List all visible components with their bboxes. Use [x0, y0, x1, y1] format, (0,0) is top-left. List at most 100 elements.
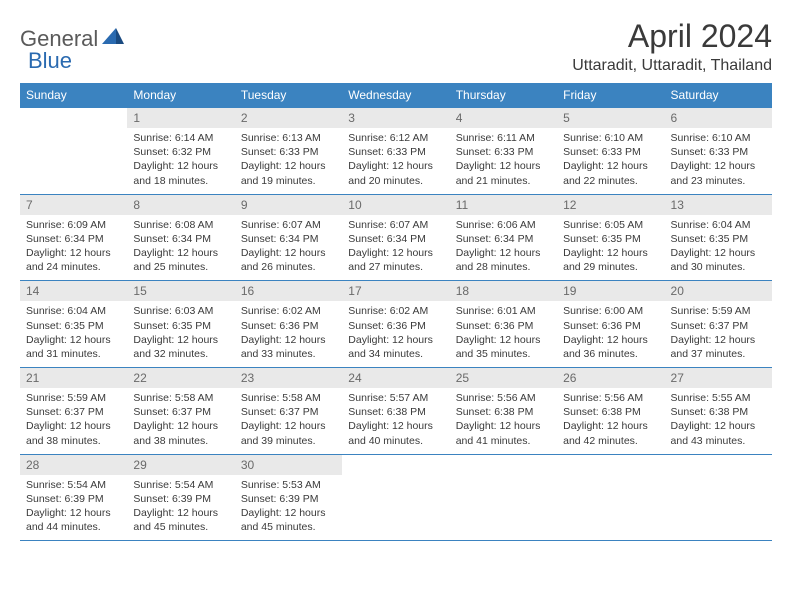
calendar-week-row: 21Sunrise: 5:59 AMSunset: 6:37 PMDayligh…: [20, 368, 772, 455]
calendar-cell: 25Sunrise: 5:56 AMSunset: 6:38 PMDayligh…: [450, 368, 557, 455]
day-number: 13: [665, 195, 772, 215]
calendar-cell: 3Sunrise: 6:12 AMSunset: 6:33 PMDaylight…: [342, 108, 449, 195]
weekday-header: Sunday: [20, 83, 127, 108]
day-details: Sunrise: 6:08 AMSunset: 6:34 PMDaylight:…: [127, 215, 234, 281]
day-details: Sunrise: 6:07 AMSunset: 6:34 PMDaylight:…: [342, 215, 449, 281]
day-number: [342, 455, 449, 461]
day-details: Sunrise: 6:04 AMSunset: 6:35 PMDaylight:…: [665, 215, 772, 281]
calendar-cell: 5Sunrise: 6:10 AMSunset: 6:33 PMDaylight…: [557, 108, 664, 195]
day-number: 11: [450, 195, 557, 215]
day-number: 25: [450, 368, 557, 388]
calendar-cell: 17Sunrise: 6:02 AMSunset: 6:36 PMDayligh…: [342, 281, 449, 368]
day-details: Sunrise: 6:00 AMSunset: 6:36 PMDaylight:…: [557, 301, 664, 367]
weekday-header: Monday: [127, 83, 234, 108]
day-details: Sunrise: 5:53 AMSunset: 6:39 PMDaylight:…: [235, 475, 342, 541]
day-details: Sunrise: 6:13 AMSunset: 6:33 PMDaylight:…: [235, 128, 342, 194]
day-number: 29: [127, 455, 234, 475]
calendar-cell: 7Sunrise: 6:09 AMSunset: 6:34 PMDaylight…: [20, 194, 127, 281]
calendar-cell: 10Sunrise: 6:07 AMSunset: 6:34 PMDayligh…: [342, 194, 449, 281]
day-details: Sunrise: 6:12 AMSunset: 6:33 PMDaylight:…: [342, 128, 449, 194]
day-details: Sunrise: 5:54 AMSunset: 6:39 PMDaylight:…: [20, 475, 127, 541]
calendar-cell: 18Sunrise: 6:01 AMSunset: 6:36 PMDayligh…: [450, 281, 557, 368]
calendar-cell: 23Sunrise: 5:58 AMSunset: 6:37 PMDayligh…: [235, 368, 342, 455]
calendar-cell: 22Sunrise: 5:58 AMSunset: 6:37 PMDayligh…: [127, 368, 234, 455]
day-details: Sunrise: 6:11 AMSunset: 6:33 PMDaylight:…: [450, 128, 557, 194]
calendar-cell: 27Sunrise: 5:55 AMSunset: 6:38 PMDayligh…: [665, 368, 772, 455]
day-number: 12: [557, 195, 664, 215]
calendar-cell: 12Sunrise: 6:05 AMSunset: 6:35 PMDayligh…: [557, 194, 664, 281]
logo-triangle-icon: [102, 28, 124, 51]
logo: General: [20, 18, 126, 52]
day-number: 17: [342, 281, 449, 301]
day-number: [20, 108, 127, 114]
calendar-cell: 21Sunrise: 5:59 AMSunset: 6:37 PMDayligh…: [20, 368, 127, 455]
day-number: 10: [342, 195, 449, 215]
calendar-cell: 8Sunrise: 6:08 AMSunset: 6:34 PMDaylight…: [127, 194, 234, 281]
day-details: Sunrise: 5:56 AMSunset: 6:38 PMDaylight:…: [557, 388, 664, 454]
day-number: 21: [20, 368, 127, 388]
weekday-header: Friday: [557, 83, 664, 108]
calendar-cell: 14Sunrise: 6:04 AMSunset: 6:35 PMDayligh…: [20, 281, 127, 368]
day-details: Sunrise: 6:05 AMSunset: 6:35 PMDaylight:…: [557, 215, 664, 281]
day-number: 18: [450, 281, 557, 301]
day-details: Sunrise: 5:59 AMSunset: 6:37 PMDaylight:…: [20, 388, 127, 454]
calendar-cell: 26Sunrise: 5:56 AMSunset: 6:38 PMDayligh…: [557, 368, 664, 455]
calendar-cell: [665, 454, 772, 541]
day-details: Sunrise: 6:10 AMSunset: 6:33 PMDaylight:…: [665, 128, 772, 194]
day-details: Sunrise: 6:14 AMSunset: 6:32 PMDaylight:…: [127, 128, 234, 194]
calendar-cell: 1Sunrise: 6:14 AMSunset: 6:32 PMDaylight…: [127, 108, 234, 195]
day-number: 1: [127, 108, 234, 128]
calendar-cell: [342, 454, 449, 541]
calendar-cell: 29Sunrise: 5:54 AMSunset: 6:39 PMDayligh…: [127, 454, 234, 541]
day-number: 23: [235, 368, 342, 388]
calendar-cell: 13Sunrise: 6:04 AMSunset: 6:35 PMDayligh…: [665, 194, 772, 281]
calendar-cell: 30Sunrise: 5:53 AMSunset: 6:39 PMDayligh…: [235, 454, 342, 541]
day-details: Sunrise: 6:02 AMSunset: 6:36 PMDaylight:…: [235, 301, 342, 367]
day-number: 7: [20, 195, 127, 215]
day-details: Sunrise: 6:04 AMSunset: 6:35 PMDaylight:…: [20, 301, 127, 367]
day-number: 14: [20, 281, 127, 301]
calendar-cell: 28Sunrise: 5:54 AMSunset: 6:39 PMDayligh…: [20, 454, 127, 541]
calendar-week-row: 7Sunrise: 6:09 AMSunset: 6:34 PMDaylight…: [20, 194, 772, 281]
day-details: Sunrise: 6:06 AMSunset: 6:34 PMDaylight:…: [450, 215, 557, 281]
calendar-cell: [450, 454, 557, 541]
header: General April 2024 Uttaradit, Uttaradit,…: [20, 18, 772, 75]
day-number: 5: [557, 108, 664, 128]
day-number: 28: [20, 455, 127, 475]
weekday-header: Thursday: [450, 83, 557, 108]
calendar-cell: 6Sunrise: 6:10 AMSunset: 6:33 PMDaylight…: [665, 108, 772, 195]
weekday-header: Saturday: [665, 83, 772, 108]
day-details: Sunrise: 5:54 AMSunset: 6:39 PMDaylight:…: [127, 475, 234, 541]
calendar-cell: 9Sunrise: 6:07 AMSunset: 6:34 PMDaylight…: [235, 194, 342, 281]
day-number: 24: [342, 368, 449, 388]
day-details: Sunrise: 6:09 AMSunset: 6:34 PMDaylight:…: [20, 215, 127, 281]
calendar-cell: 20Sunrise: 5:59 AMSunset: 6:37 PMDayligh…: [665, 281, 772, 368]
day-number: [665, 455, 772, 461]
weekday-header-row: SundayMondayTuesdayWednesdayThursdayFrid…: [20, 83, 772, 108]
weekday-header: Wednesday: [342, 83, 449, 108]
day-details: Sunrise: 5:58 AMSunset: 6:37 PMDaylight:…: [127, 388, 234, 454]
day-details: Sunrise: 5:55 AMSunset: 6:38 PMDaylight:…: [665, 388, 772, 454]
day-number: 27: [665, 368, 772, 388]
day-details: Sunrise: 6:02 AMSunset: 6:36 PMDaylight:…: [342, 301, 449, 367]
calendar-week-row: 28Sunrise: 5:54 AMSunset: 6:39 PMDayligh…: [20, 454, 772, 541]
calendar-cell: [20, 108, 127, 195]
day-details: Sunrise: 6:07 AMSunset: 6:34 PMDaylight:…: [235, 215, 342, 281]
day-number: [450, 455, 557, 461]
day-number: 16: [235, 281, 342, 301]
calendar-cell: 19Sunrise: 6:00 AMSunset: 6:36 PMDayligh…: [557, 281, 664, 368]
calendar-week-row: 1Sunrise: 6:14 AMSunset: 6:32 PMDaylight…: [20, 108, 772, 195]
day-details: Sunrise: 5:57 AMSunset: 6:38 PMDaylight:…: [342, 388, 449, 454]
day-number: 20: [665, 281, 772, 301]
day-details: Sunrise: 5:58 AMSunset: 6:37 PMDaylight:…: [235, 388, 342, 454]
day-number: [557, 455, 664, 461]
day-details: Sunrise: 5:59 AMSunset: 6:37 PMDaylight:…: [665, 301, 772, 367]
day-number: 9: [235, 195, 342, 215]
day-number: 30: [235, 455, 342, 475]
calendar-cell: 2Sunrise: 6:13 AMSunset: 6:33 PMDaylight…: [235, 108, 342, 195]
day-number: 19: [557, 281, 664, 301]
logo-text-blue: Blue: [28, 48, 72, 74]
calendar-cell: 16Sunrise: 6:02 AMSunset: 6:36 PMDayligh…: [235, 281, 342, 368]
day-details: Sunrise: 6:03 AMSunset: 6:35 PMDaylight:…: [127, 301, 234, 367]
day-number: 4: [450, 108, 557, 128]
